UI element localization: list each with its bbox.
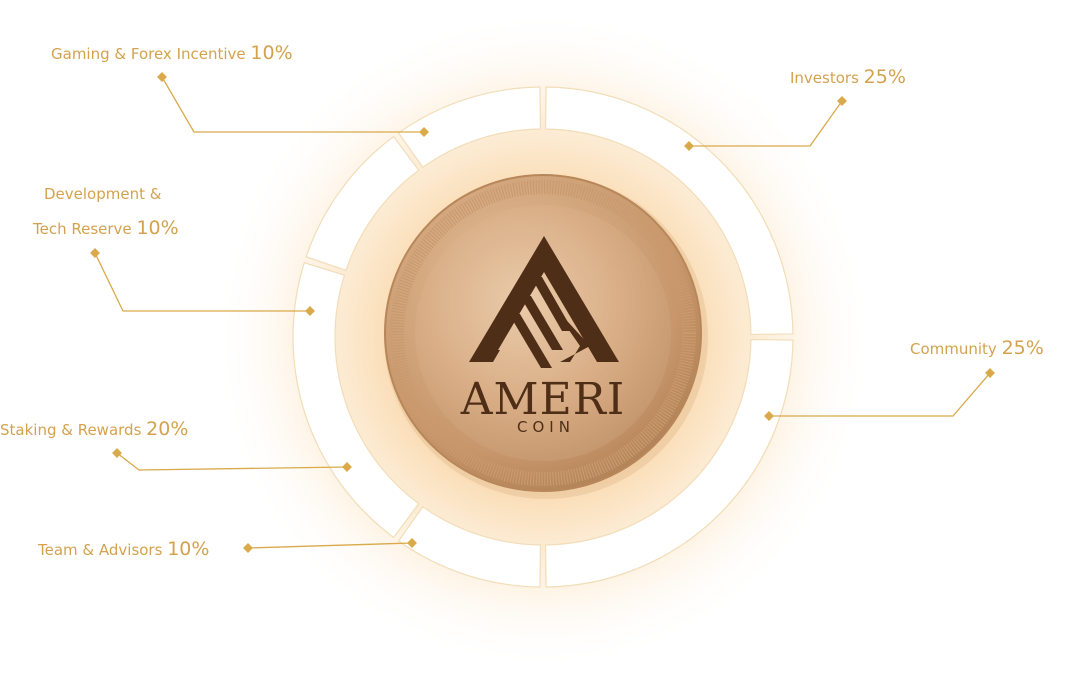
donut-slice xyxy=(397,505,542,588)
slice-label: Staking & Rewards 20% xyxy=(0,418,188,440)
slice-label: Team & Advisors 10% xyxy=(37,538,209,560)
slice-label: Tech Reserve 10% xyxy=(32,217,179,239)
donut-slice xyxy=(305,135,420,272)
callout-leader-line xyxy=(247,542,413,549)
donut-slice xyxy=(292,261,420,539)
slice-value-label: 10% xyxy=(167,538,209,560)
callout-leader-line xyxy=(161,76,424,133)
slice-label: Community 25% xyxy=(910,337,1044,359)
slice-label-text: Staking & Rewards xyxy=(0,421,146,439)
slice-value-label: 10% xyxy=(250,42,292,64)
callout-anchor-dot xyxy=(342,462,352,472)
callout-layer: Investors 25%Community 25%Team & Advisor… xyxy=(0,42,1044,560)
callout-anchor-dot xyxy=(764,411,774,421)
callout-end-dot xyxy=(837,96,847,106)
coin-name: AMERI xyxy=(460,374,625,425)
slice-value-label: 25% xyxy=(864,66,906,88)
donut-slice xyxy=(544,86,794,336)
slice-label-text: Gaming & Forex Incentive xyxy=(51,45,250,63)
slice-value-label: 25% xyxy=(1002,337,1044,359)
callout-anchor-dot xyxy=(684,141,694,151)
callout-leader-line xyxy=(689,100,843,147)
slice-label-text: Community xyxy=(910,340,1002,358)
callout-leader-line xyxy=(116,452,348,471)
slice-label-text: Team & Advisors xyxy=(37,541,167,559)
callout-end-dot xyxy=(157,72,167,82)
slice-label: Gaming & Forex Incentive 10% xyxy=(51,42,293,64)
callout-anchor-dot xyxy=(407,538,417,548)
coin-milled-edge xyxy=(390,180,696,486)
slice-label-text: Tech Reserve xyxy=(32,220,136,238)
slice-value-label: 20% xyxy=(146,418,188,440)
callout-end-dot xyxy=(90,248,100,258)
callout-anchor-dot xyxy=(305,306,315,316)
slice-label-text: Investors xyxy=(790,69,864,87)
triangle-logo-icon xyxy=(469,236,619,368)
callout-end-dot xyxy=(243,543,253,553)
callout-leader-line xyxy=(94,252,310,312)
donut-slice xyxy=(397,86,542,169)
coin-subtitle: COIN xyxy=(517,418,575,436)
ameri-coin: AMERI COIN xyxy=(384,174,708,499)
callout-end-dot xyxy=(985,368,995,378)
callout-leader-line xyxy=(769,372,991,417)
slice-label-text: Development & xyxy=(44,185,162,203)
slice-label: Development & xyxy=(44,185,162,203)
callout-anchor-dot xyxy=(419,127,429,137)
slice-label: Investors 25% xyxy=(790,66,906,88)
donut-ring xyxy=(292,86,794,588)
slice-value-label: 10% xyxy=(136,217,178,239)
donut-slice xyxy=(544,338,794,588)
